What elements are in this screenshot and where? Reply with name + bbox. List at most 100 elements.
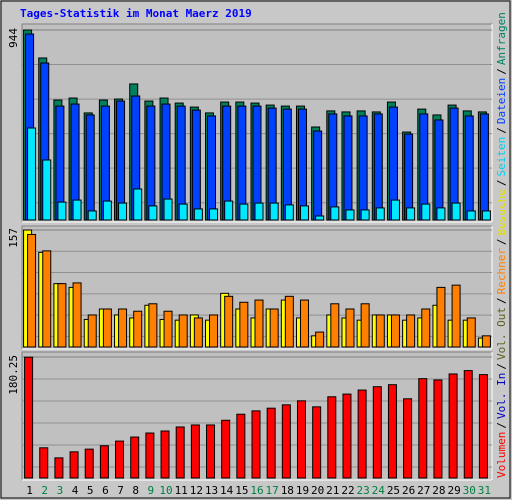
bar bbox=[237, 105, 247, 221]
x-tick-label: 4 bbox=[72, 484, 79, 497]
legend-entry: Seiten bbox=[495, 137, 508, 177]
x-tick-label: 9 bbox=[148, 484, 155, 497]
bar bbox=[479, 113, 489, 221]
bar bbox=[209, 314, 219, 348]
bar bbox=[221, 419, 231, 479]
bar bbox=[390, 314, 400, 348]
x-tick-label: 3 bbox=[57, 484, 64, 497]
bar bbox=[84, 448, 94, 479]
bar bbox=[464, 115, 474, 221]
bar bbox=[87, 210, 97, 221]
legend-entry: Rechner bbox=[495, 248, 508, 295]
bar bbox=[404, 133, 414, 221]
bar bbox=[296, 400, 306, 479]
bar bbox=[406, 207, 416, 221]
legend-entry: Volumen bbox=[495, 432, 508, 478]
bar bbox=[57, 283, 67, 348]
bar bbox=[118, 308, 128, 348]
bar bbox=[57, 201, 67, 221]
bar bbox=[254, 299, 264, 348]
legend-separator: / bbox=[495, 363, 508, 370]
legend-entry: Anfragen bbox=[495, 12, 508, 65]
chart-title: Tages-Statistik im Monat Maerz 2019 bbox=[20, 7, 252, 20]
bar bbox=[115, 440, 125, 479]
legend-separator: / bbox=[495, 297, 508, 304]
bar bbox=[145, 432, 155, 479]
bar bbox=[42, 250, 52, 348]
bar bbox=[421, 308, 431, 348]
bar bbox=[148, 303, 158, 348]
bar bbox=[133, 310, 143, 348]
bar bbox=[99, 445, 109, 479]
bar bbox=[42, 159, 52, 221]
legend-entry: Besuche bbox=[495, 189, 508, 235]
bar bbox=[193, 208, 203, 221]
bar bbox=[102, 200, 112, 221]
bar bbox=[207, 115, 217, 221]
bar bbox=[72, 282, 82, 348]
bar bbox=[345, 209, 355, 221]
bar bbox=[403, 398, 413, 479]
bar bbox=[345, 308, 355, 348]
bar bbox=[466, 317, 476, 348]
bar bbox=[178, 314, 188, 348]
bar bbox=[281, 404, 291, 479]
bar bbox=[406, 314, 416, 348]
bar bbox=[375, 207, 385, 221]
bar bbox=[190, 424, 200, 479]
bar bbox=[343, 115, 353, 221]
x-tick-label: 12 bbox=[190, 484, 203, 497]
bar bbox=[387, 384, 397, 479]
bar bbox=[313, 130, 323, 221]
bar bbox=[312, 406, 322, 479]
bar bbox=[239, 203, 249, 221]
x-tick-label: 26 bbox=[402, 484, 415, 497]
bar bbox=[284, 295, 294, 348]
bar bbox=[390, 199, 400, 221]
legend-separator: / bbox=[495, 68, 508, 75]
bar bbox=[328, 113, 338, 221]
legend-entry: Vol. Out bbox=[495, 307, 508, 360]
legend-entry: Dateien bbox=[495, 78, 508, 124]
bar bbox=[375, 314, 385, 348]
x-tick-label: 5 bbox=[87, 484, 94, 497]
bar bbox=[463, 370, 473, 479]
y-tick-label: 180.25 bbox=[7, 355, 20, 395]
x-tick-label: 23 bbox=[357, 484, 370, 497]
bar bbox=[24, 356, 34, 479]
bar bbox=[130, 436, 140, 479]
bar bbox=[72, 199, 82, 221]
x-tick-label: 7 bbox=[117, 484, 124, 497]
bar bbox=[284, 204, 294, 221]
bar bbox=[266, 407, 276, 479]
x-tick-label: 27 bbox=[417, 484, 430, 497]
bar bbox=[191, 109, 201, 221]
bar bbox=[133, 188, 143, 221]
bar bbox=[178, 203, 188, 221]
x-tick-label: 17 bbox=[266, 484, 279, 497]
bar bbox=[27, 127, 37, 221]
bar bbox=[297, 108, 307, 221]
bar bbox=[299, 299, 309, 348]
bar bbox=[269, 202, 279, 221]
bar bbox=[418, 378, 428, 479]
bar bbox=[436, 207, 446, 221]
bar bbox=[373, 113, 383, 221]
bar bbox=[118, 202, 128, 221]
bar bbox=[254, 202, 264, 221]
bar bbox=[360, 209, 370, 221]
x-tick-label: 15 bbox=[235, 484, 248, 497]
bar bbox=[269, 308, 279, 348]
x-tick-label: 21 bbox=[326, 484, 339, 497]
x-tick-label: 30 bbox=[463, 484, 476, 497]
x-tick-label: 29 bbox=[447, 484, 460, 497]
bar bbox=[357, 389, 367, 479]
bar bbox=[360, 303, 370, 348]
bar bbox=[436, 286, 446, 348]
bar bbox=[224, 200, 234, 221]
bar bbox=[148, 205, 158, 221]
x-tick-label: 14 bbox=[220, 484, 234, 497]
bar bbox=[85, 114, 95, 221]
